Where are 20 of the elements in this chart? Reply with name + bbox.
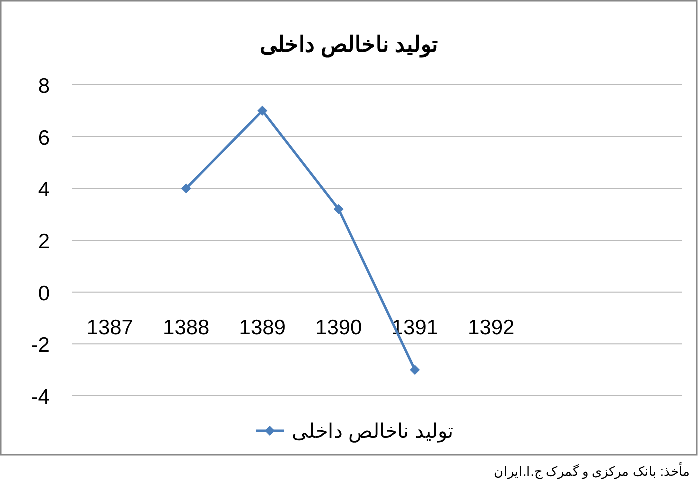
y-tick-label: -4	[31, 386, 50, 409]
text: مأخذ: بانک مرکزی و گمرک ج.ا.ایران	[494, 462, 690, 480]
y-tick-label: 4	[38, 178, 50, 202]
chart-title: تولید ناخالص داخلی	[260, 32, 438, 58]
point	[258, 106, 268, 116]
point	[334, 204, 344, 214]
x-tick-label: 1387	[86, 316, 134, 340]
point	[410, 365, 420, 376]
y-tick-label: -2	[31, 334, 50, 358]
y-tick-label: 2	[38, 230, 50, 254]
x-tick-label: 1389	[239, 316, 286, 340]
legend-label: تولید ناخالص داخلی	[292, 421, 454, 443]
point	[181, 184, 192, 194]
y-tick-label: 6	[38, 126, 50, 150]
x-tick-label: 1392	[468, 316, 515, 340]
x-tick-label: 1390	[316, 316, 362, 340]
y-tick-label: 0	[38, 282, 50, 306]
x-tick-label: 1388	[163, 316, 210, 340]
y-tick-label: 8	[38, 75, 50, 98]
legend: تولید ناخالص داخلی	[256, 421, 454, 443]
